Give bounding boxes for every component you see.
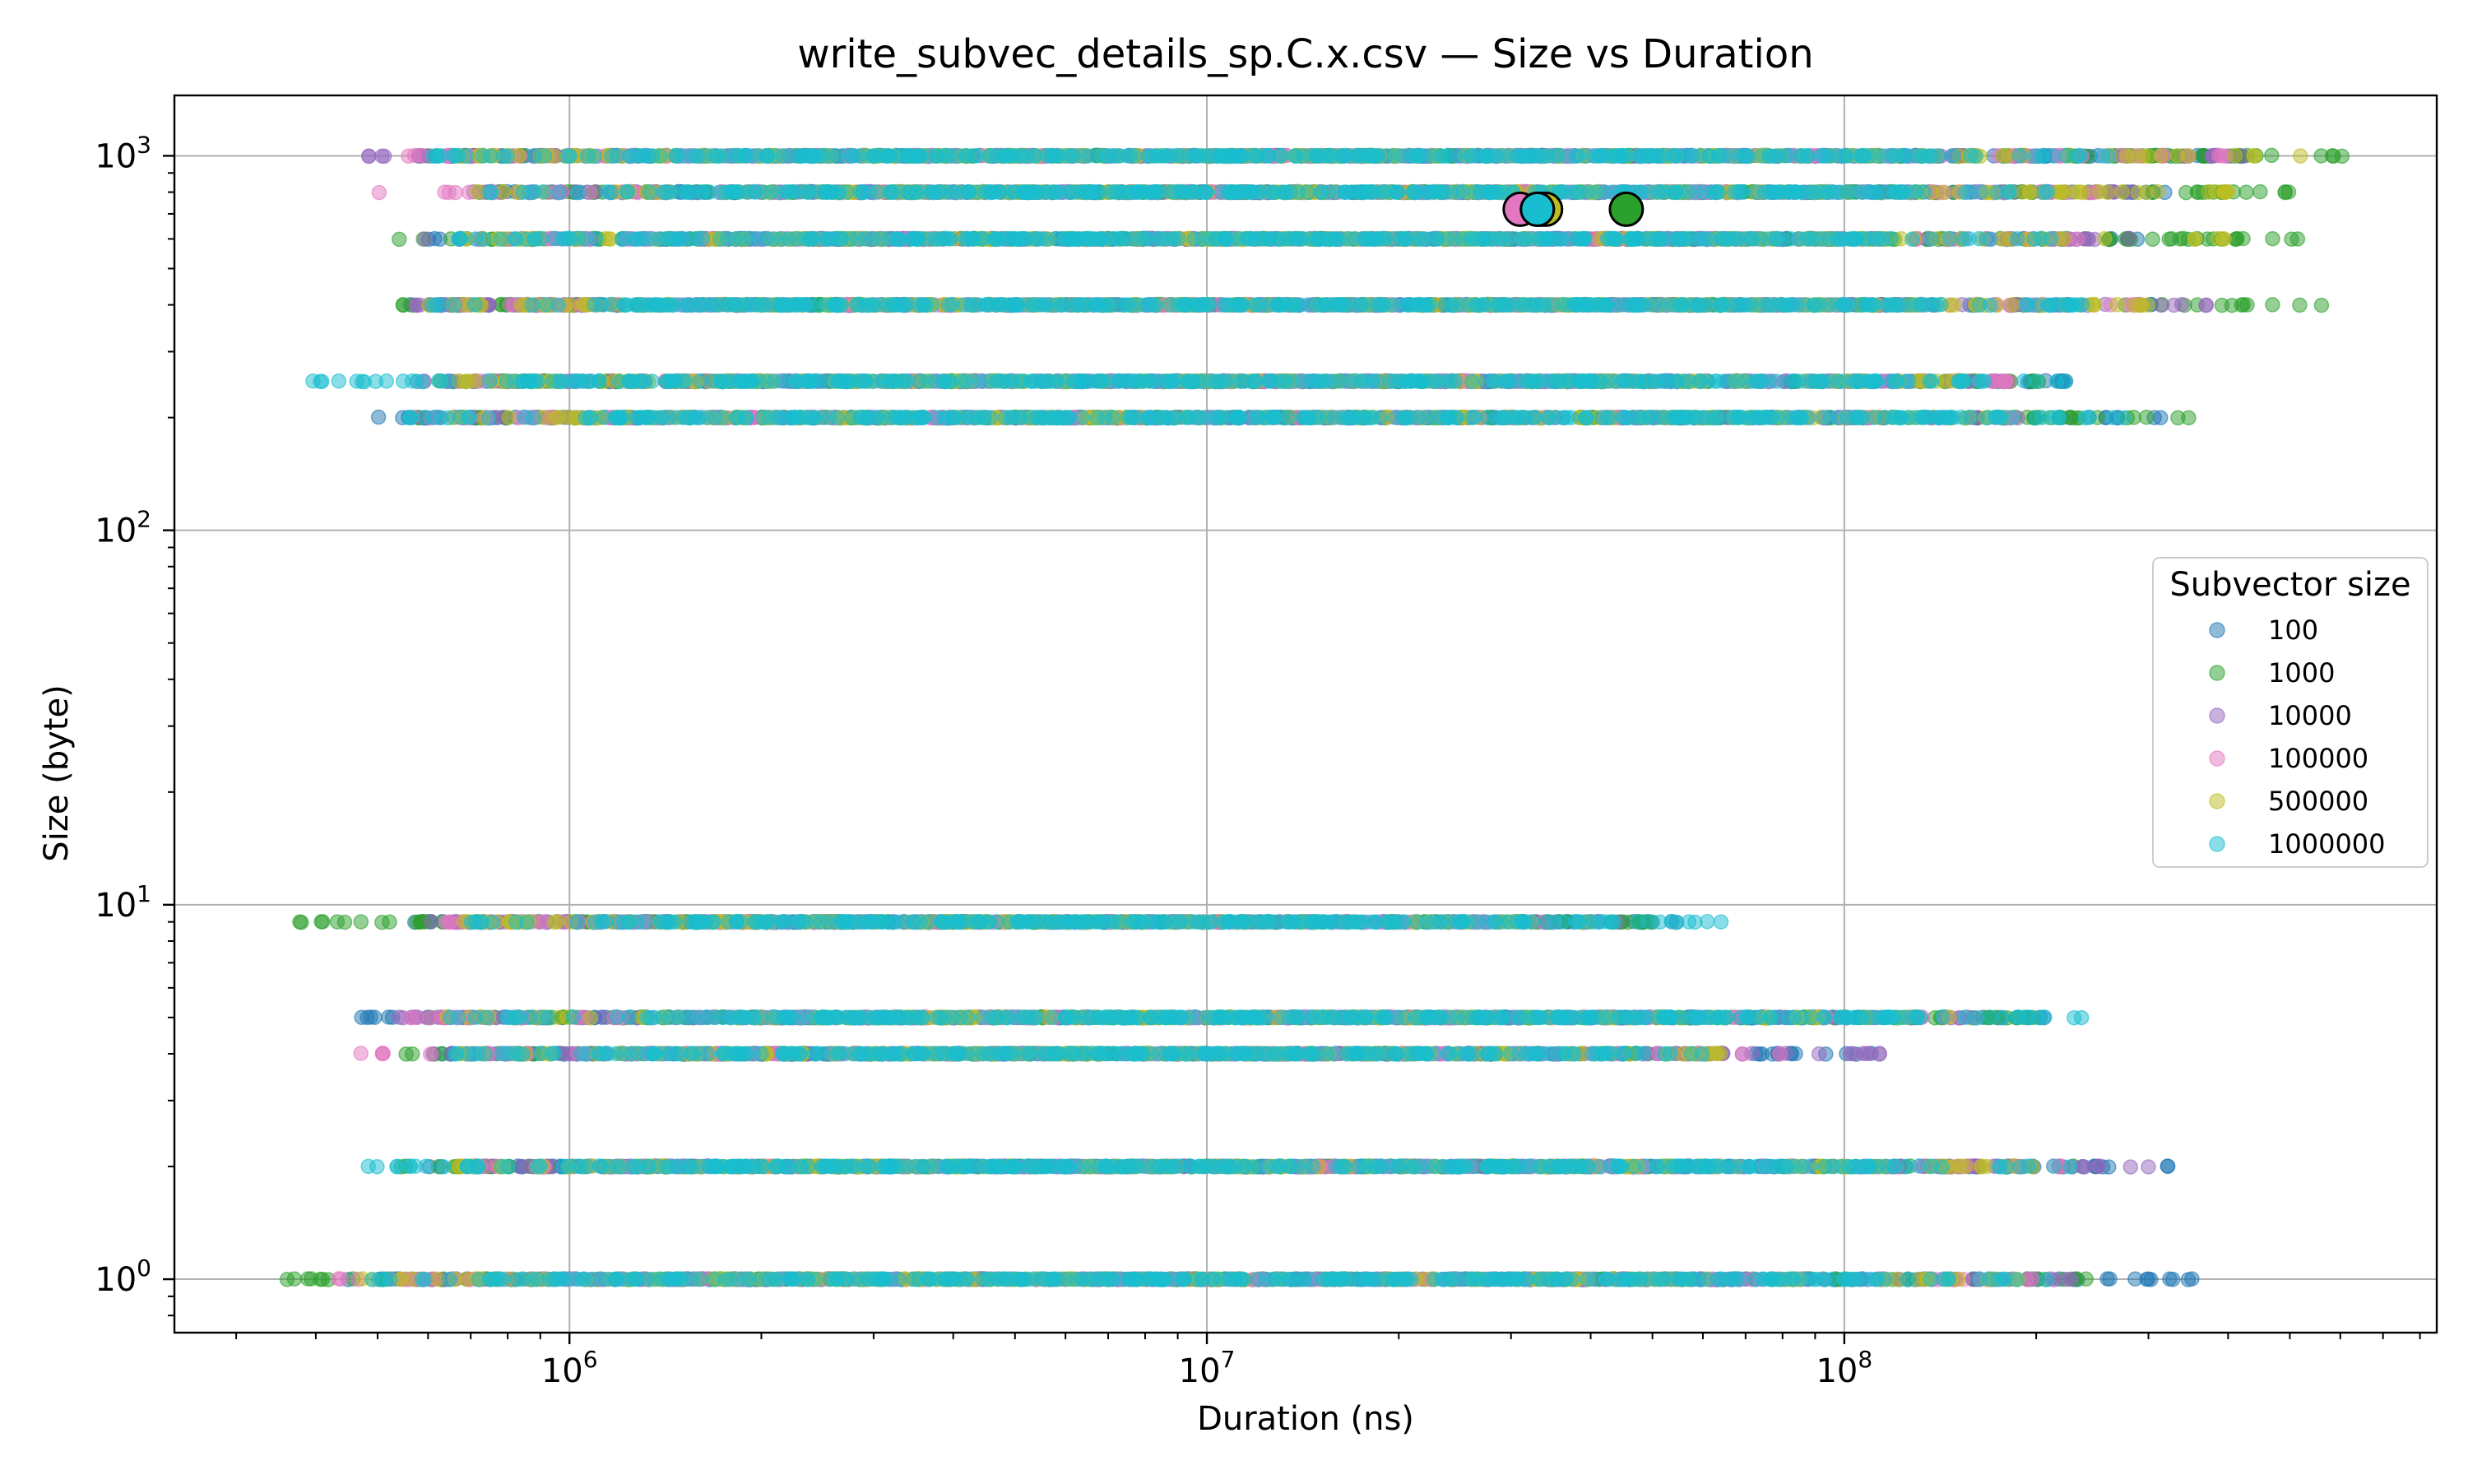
- data-point: [354, 915, 368, 929]
- data-point: [338, 916, 352, 930]
- data-point: [2293, 298, 2307, 312]
- data-point: [2314, 299, 2328, 313]
- data-point: [375, 149, 389, 163]
- data-point: [396, 298, 410, 312]
- data-point: [392, 232, 406, 246]
- data-point: [2266, 298, 2280, 312]
- data-point: [2285, 232, 2299, 246]
- data-point: [2140, 1273, 2154, 1287]
- data-point: [2154, 410, 2168, 424]
- data-point: [399, 1047, 413, 1061]
- data-point: [2266, 232, 2280, 246]
- data-point: [375, 916, 389, 930]
- y-axis-label: Size (byte): [38, 684, 76, 861]
- data-point: [2103, 1272, 2117, 1286]
- data-point: [2239, 185, 2253, 199]
- data-point: [2265, 148, 2279, 162]
- data-point: [2215, 299, 2229, 313]
- data-point: [2182, 410, 2196, 424]
- data-point: [2181, 1273, 2195, 1287]
- data-point: [2146, 232, 2160, 246]
- data-point: [2234, 298, 2248, 312]
- data-point: [2166, 1273, 2180, 1287]
- data-point: [314, 915, 328, 929]
- data-point: [410, 299, 424, 313]
- data-point: [355, 1010, 369, 1024]
- data-point: [2278, 185, 2292, 199]
- data-point: [2253, 185, 2267, 199]
- data-point: [418, 232, 432, 246]
- data-point: [2154, 299, 2168, 313]
- x-axis-label: Duration (ns): [1197, 1400, 1414, 1438]
- data-point: [287, 1272, 301, 1286]
- chart-title: write_subvec_details_sp.C.x.csv — Size v…: [797, 31, 1813, 77]
- data-point: [362, 149, 376, 163]
- data-point: [2327, 149, 2340, 163]
- data-point: [2173, 232, 2187, 246]
- data-point: [2167, 299, 2181, 313]
- data-point: [2199, 298, 2213, 312]
- data-point: [2122, 231, 2136, 245]
- data-point: [304, 1272, 318, 1286]
- data-point: [2236, 232, 2250, 246]
- data-point: [2140, 410, 2154, 424]
- data-point: [372, 410, 386, 424]
- data-point: [2161, 1159, 2175, 1173]
- data-point: [293, 915, 307, 929]
- data-point: [2179, 186, 2193, 200]
